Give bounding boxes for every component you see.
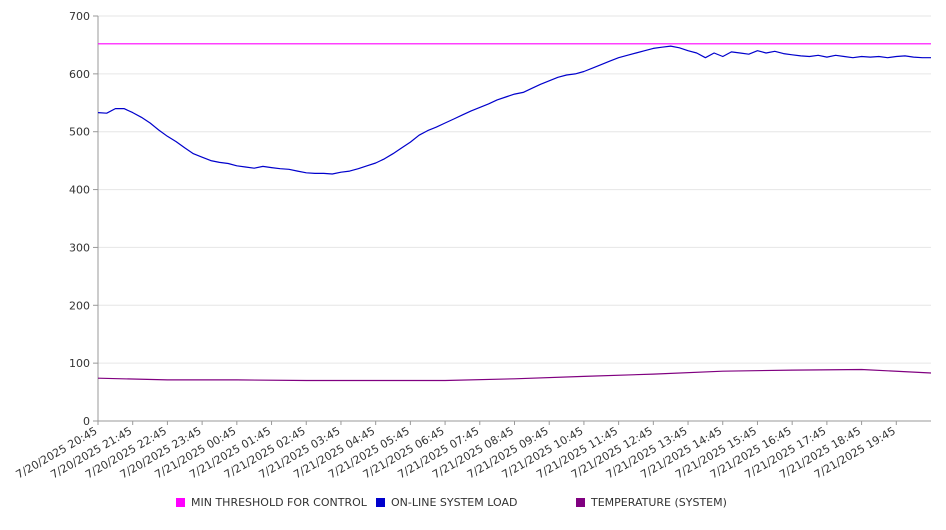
series-line-temperature [97, 368, 932, 382]
legend-label-system-load: ON-LINE SYSTEM LOAD [391, 496, 518, 509]
series-lines [97, 43, 932, 382]
legend-item-temperature: TEMPERATURE (SYSTEM) [576, 496, 727, 509]
y-tick-label: 600 [69, 68, 90, 81]
y-tick-label: 400 [69, 184, 90, 197]
legend-swatch-temperature [576, 498, 585, 507]
y-tick-label: 200 [69, 299, 90, 312]
y-tick-label: 500 [69, 126, 90, 139]
y-tick-label: 100 [69, 357, 90, 370]
x-axis: 7/20/2025 20:457/20/2025 21:457/20/2025 … [14, 420, 931, 481]
y-tick-label: 700 [69, 10, 90, 23]
gridlines [98, 15, 931, 422]
y-tick-label: 0 [83, 415, 90, 428]
legend: MIN THRESHOLD FOR CONTROL ON-LINE SYSTEM… [0, 496, 946, 516]
series-line-system-load [97, 45, 931, 175]
legend-swatch-min-threshold [176, 498, 185, 507]
y-axis: 0 100 200 300 400 500 600 700 [69, 10, 99, 428]
legend-item-min-threshold: MIN THRESHOLD FOR CONTROL [176, 496, 367, 509]
legend-swatch-system-load [376, 498, 385, 507]
legend-item-system-load: ON-LINE SYSTEM LOAD [376, 496, 517, 509]
legend-label-min-threshold: MIN THRESHOLD FOR CONTROL [191, 496, 367, 509]
y-tick-label: 300 [69, 241, 90, 254]
legend-label-temperature: TEMPERATURE (SYSTEM) [591, 496, 727, 509]
